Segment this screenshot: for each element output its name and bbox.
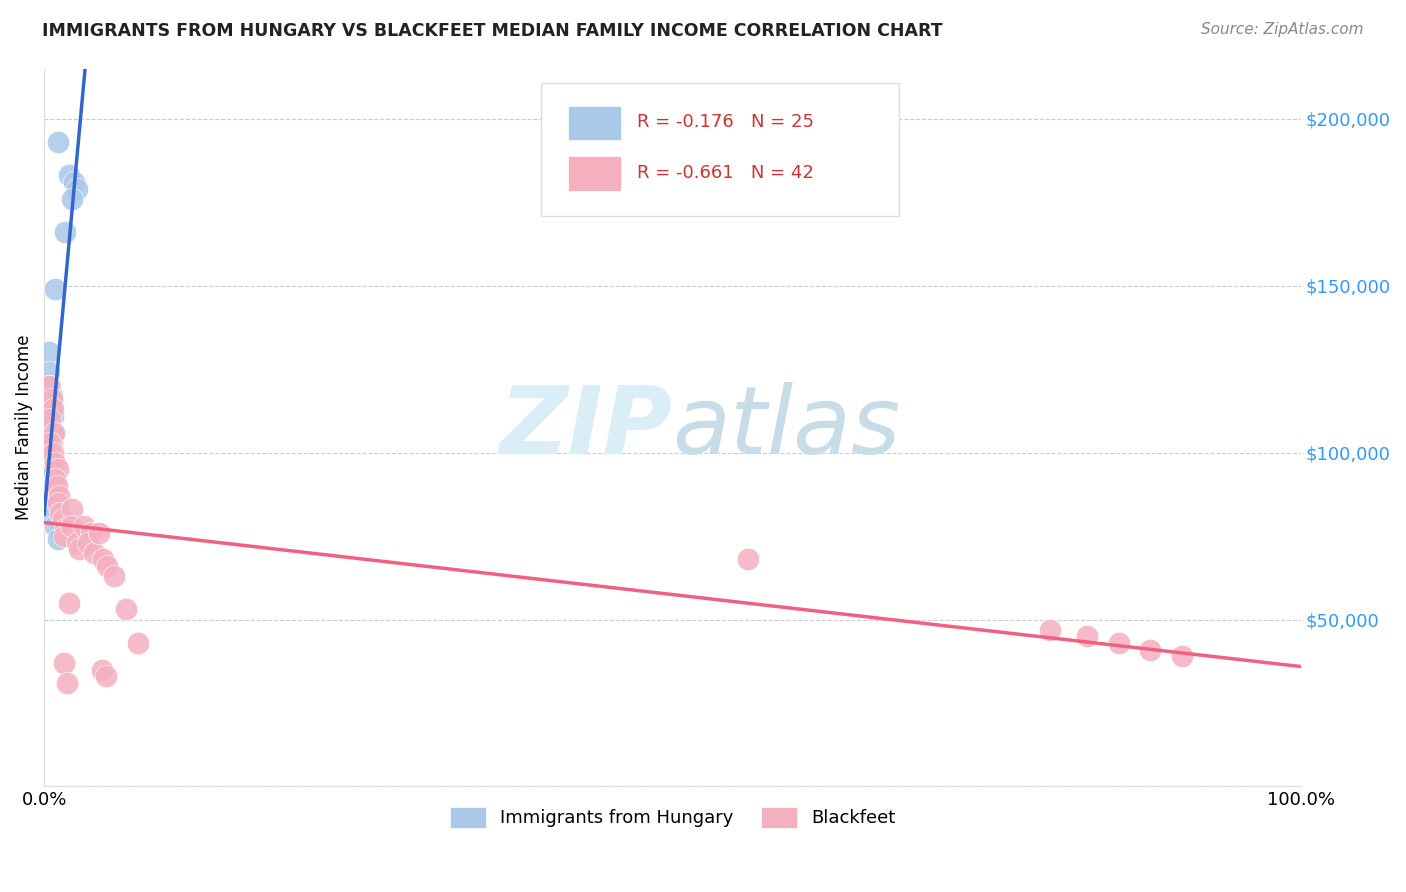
Point bbox=[48, 489, 70, 503]
Point bbox=[39, 412, 62, 426]
Point bbox=[83, 546, 105, 560]
Point bbox=[58, 596, 80, 610]
Point bbox=[67, 542, 90, 557]
Point bbox=[1039, 623, 1062, 637]
Text: IMMIGRANTS FROM HUNGARY VS BLACKFEET MEDIAN FAMILY INCOME CORRELATION CHART: IMMIGRANTS FROM HUNGARY VS BLACKFEET MED… bbox=[42, 22, 943, 40]
Point bbox=[46, 135, 69, 149]
Point bbox=[1076, 629, 1098, 643]
Point bbox=[39, 452, 62, 467]
Point bbox=[38, 365, 60, 379]
Point bbox=[90, 663, 112, 677]
Point bbox=[42, 466, 65, 480]
Point bbox=[63, 175, 86, 189]
Text: Source: ZipAtlas.com: Source: ZipAtlas.com bbox=[1201, 22, 1364, 37]
Text: atlas: atlas bbox=[672, 382, 901, 473]
Point bbox=[59, 519, 82, 533]
Point bbox=[38, 345, 60, 359]
Point bbox=[79, 525, 101, 540]
Point bbox=[44, 508, 66, 523]
Point bbox=[41, 435, 63, 450]
Point bbox=[96, 559, 118, 574]
Text: R = -0.661   N = 42: R = -0.661 N = 42 bbox=[637, 163, 814, 182]
Point bbox=[46, 495, 69, 509]
Point bbox=[53, 656, 76, 670]
Point bbox=[39, 418, 62, 433]
Text: R = -0.176   N = 25: R = -0.176 N = 25 bbox=[637, 113, 814, 131]
Point bbox=[42, 425, 65, 440]
Point bbox=[39, 435, 62, 450]
Point bbox=[60, 192, 83, 206]
Point bbox=[41, 392, 63, 406]
Point bbox=[53, 529, 76, 543]
Point bbox=[44, 456, 66, 470]
Point bbox=[737, 552, 759, 566]
Point bbox=[44, 282, 66, 296]
Point bbox=[45, 479, 67, 493]
Point bbox=[49, 506, 72, 520]
Point bbox=[44, 472, 66, 486]
Point bbox=[114, 602, 136, 616]
Point bbox=[44, 425, 66, 440]
Point bbox=[1139, 642, 1161, 657]
Point bbox=[60, 502, 83, 516]
Point bbox=[127, 636, 149, 650]
Point bbox=[42, 499, 65, 513]
Point bbox=[58, 169, 80, 183]
Point bbox=[73, 519, 96, 533]
Point bbox=[91, 552, 114, 566]
Bar bbox=[568, 156, 621, 191]
Point bbox=[46, 533, 69, 547]
Point bbox=[89, 525, 111, 540]
Point bbox=[39, 378, 62, 392]
Point bbox=[55, 522, 77, 536]
Text: ZIP: ZIP bbox=[499, 382, 672, 474]
Legend: Immigrants from Hungary, Blackfeet: Immigrants from Hungary, Blackfeet bbox=[443, 799, 903, 835]
Point bbox=[103, 569, 125, 583]
Point bbox=[42, 402, 65, 417]
Point bbox=[38, 442, 60, 457]
Point bbox=[94, 669, 117, 683]
Point bbox=[41, 389, 63, 403]
Point bbox=[55, 676, 77, 690]
Point bbox=[42, 409, 65, 423]
Point bbox=[44, 483, 66, 497]
Point bbox=[44, 519, 66, 533]
Point bbox=[66, 535, 89, 549]
Y-axis label: Median Family Income: Median Family Income bbox=[15, 334, 32, 520]
Point bbox=[55, 225, 77, 239]
Point bbox=[77, 535, 100, 549]
Point bbox=[52, 512, 75, 526]
Point bbox=[42, 445, 65, 459]
Point bbox=[46, 462, 69, 476]
Bar bbox=[568, 106, 621, 140]
Point bbox=[66, 182, 89, 196]
Point bbox=[41, 399, 63, 413]
Point bbox=[1108, 636, 1130, 650]
Point bbox=[44, 475, 66, 490]
Point bbox=[38, 378, 60, 392]
FancyBboxPatch shape bbox=[540, 83, 898, 216]
Point bbox=[1170, 649, 1192, 664]
